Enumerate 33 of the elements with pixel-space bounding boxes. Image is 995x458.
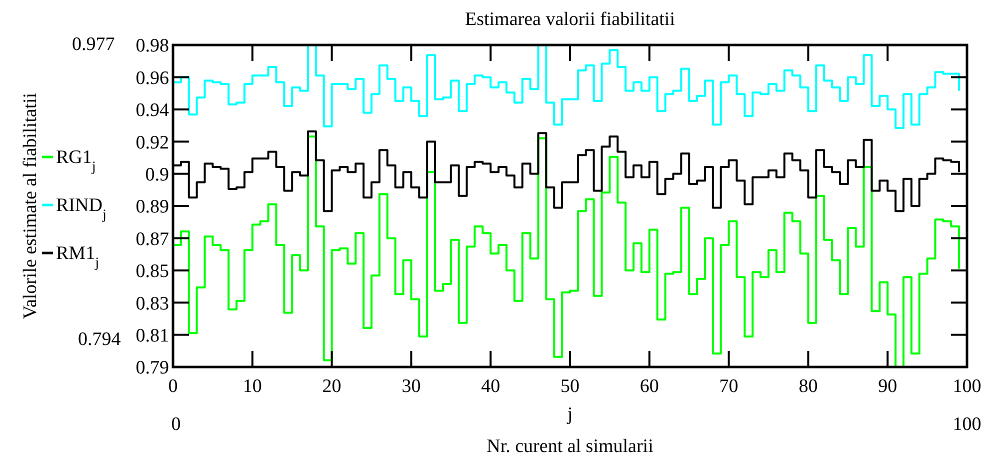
text: 0 bbox=[171, 414, 181, 435]
y-tick-label: 0.85 bbox=[136, 261, 169, 282]
x-tick-label: 30 bbox=[402, 376, 421, 397]
legend-label: RG1$_{j}$ bbox=[56, 147, 96, 175]
text: 0.794 bbox=[78, 329, 122, 350]
legend-label: RM1$_{j}$ bbox=[56, 243, 100, 271]
x-tick-label: 70 bbox=[719, 376, 738, 397]
x-tick-label: 40 bbox=[481, 376, 500, 397]
x-tick-label: 90 bbox=[878, 376, 898, 397]
x-tick-label: 60 bbox=[640, 376, 659, 397]
chart-title: Estimarea valorii fiabilitatii bbox=[465, 9, 675, 30]
legend-label: RIND$_{j}$ bbox=[56, 195, 106, 223]
text: 100 bbox=[952, 414, 982, 435]
y-tick-label: 0.9 bbox=[145, 164, 169, 186]
y-tick-label: 0.89 bbox=[136, 196, 169, 218]
y-tick-label: 0.83 bbox=[136, 293, 169, 314]
y-tick-label: 0.96 bbox=[136, 68, 169, 89]
x-tick-label: 100 bbox=[952, 376, 982, 397]
y-tick-label: 0.92 bbox=[136, 132, 169, 154]
y-tick-label: 0.81 bbox=[136, 325, 169, 346]
text: j bbox=[566, 404, 573, 425]
x-tick-label: 50 bbox=[560, 376, 580, 397]
y-tick-label: 0.87 bbox=[136, 228, 169, 250]
y-tick-label: 0.79 bbox=[136, 358, 169, 379]
x-tick-label: 80 bbox=[798, 376, 818, 397]
text: 0.977 bbox=[72, 34, 115, 55]
x-tick-label: 0 bbox=[168, 376, 178, 397]
y-tick-label: 0.98 bbox=[136, 36, 169, 57]
x-axis-title: Nr. curent al simularii bbox=[486, 436, 654, 457]
x-tick-label: 10 bbox=[242, 376, 262, 397]
x-tick-label: 20 bbox=[322, 376, 342, 397]
y-axis-title: Valorile estimate al fiabilitatii bbox=[20, 92, 41, 320]
y-tick-label: 0.94 bbox=[136, 100, 170, 122]
